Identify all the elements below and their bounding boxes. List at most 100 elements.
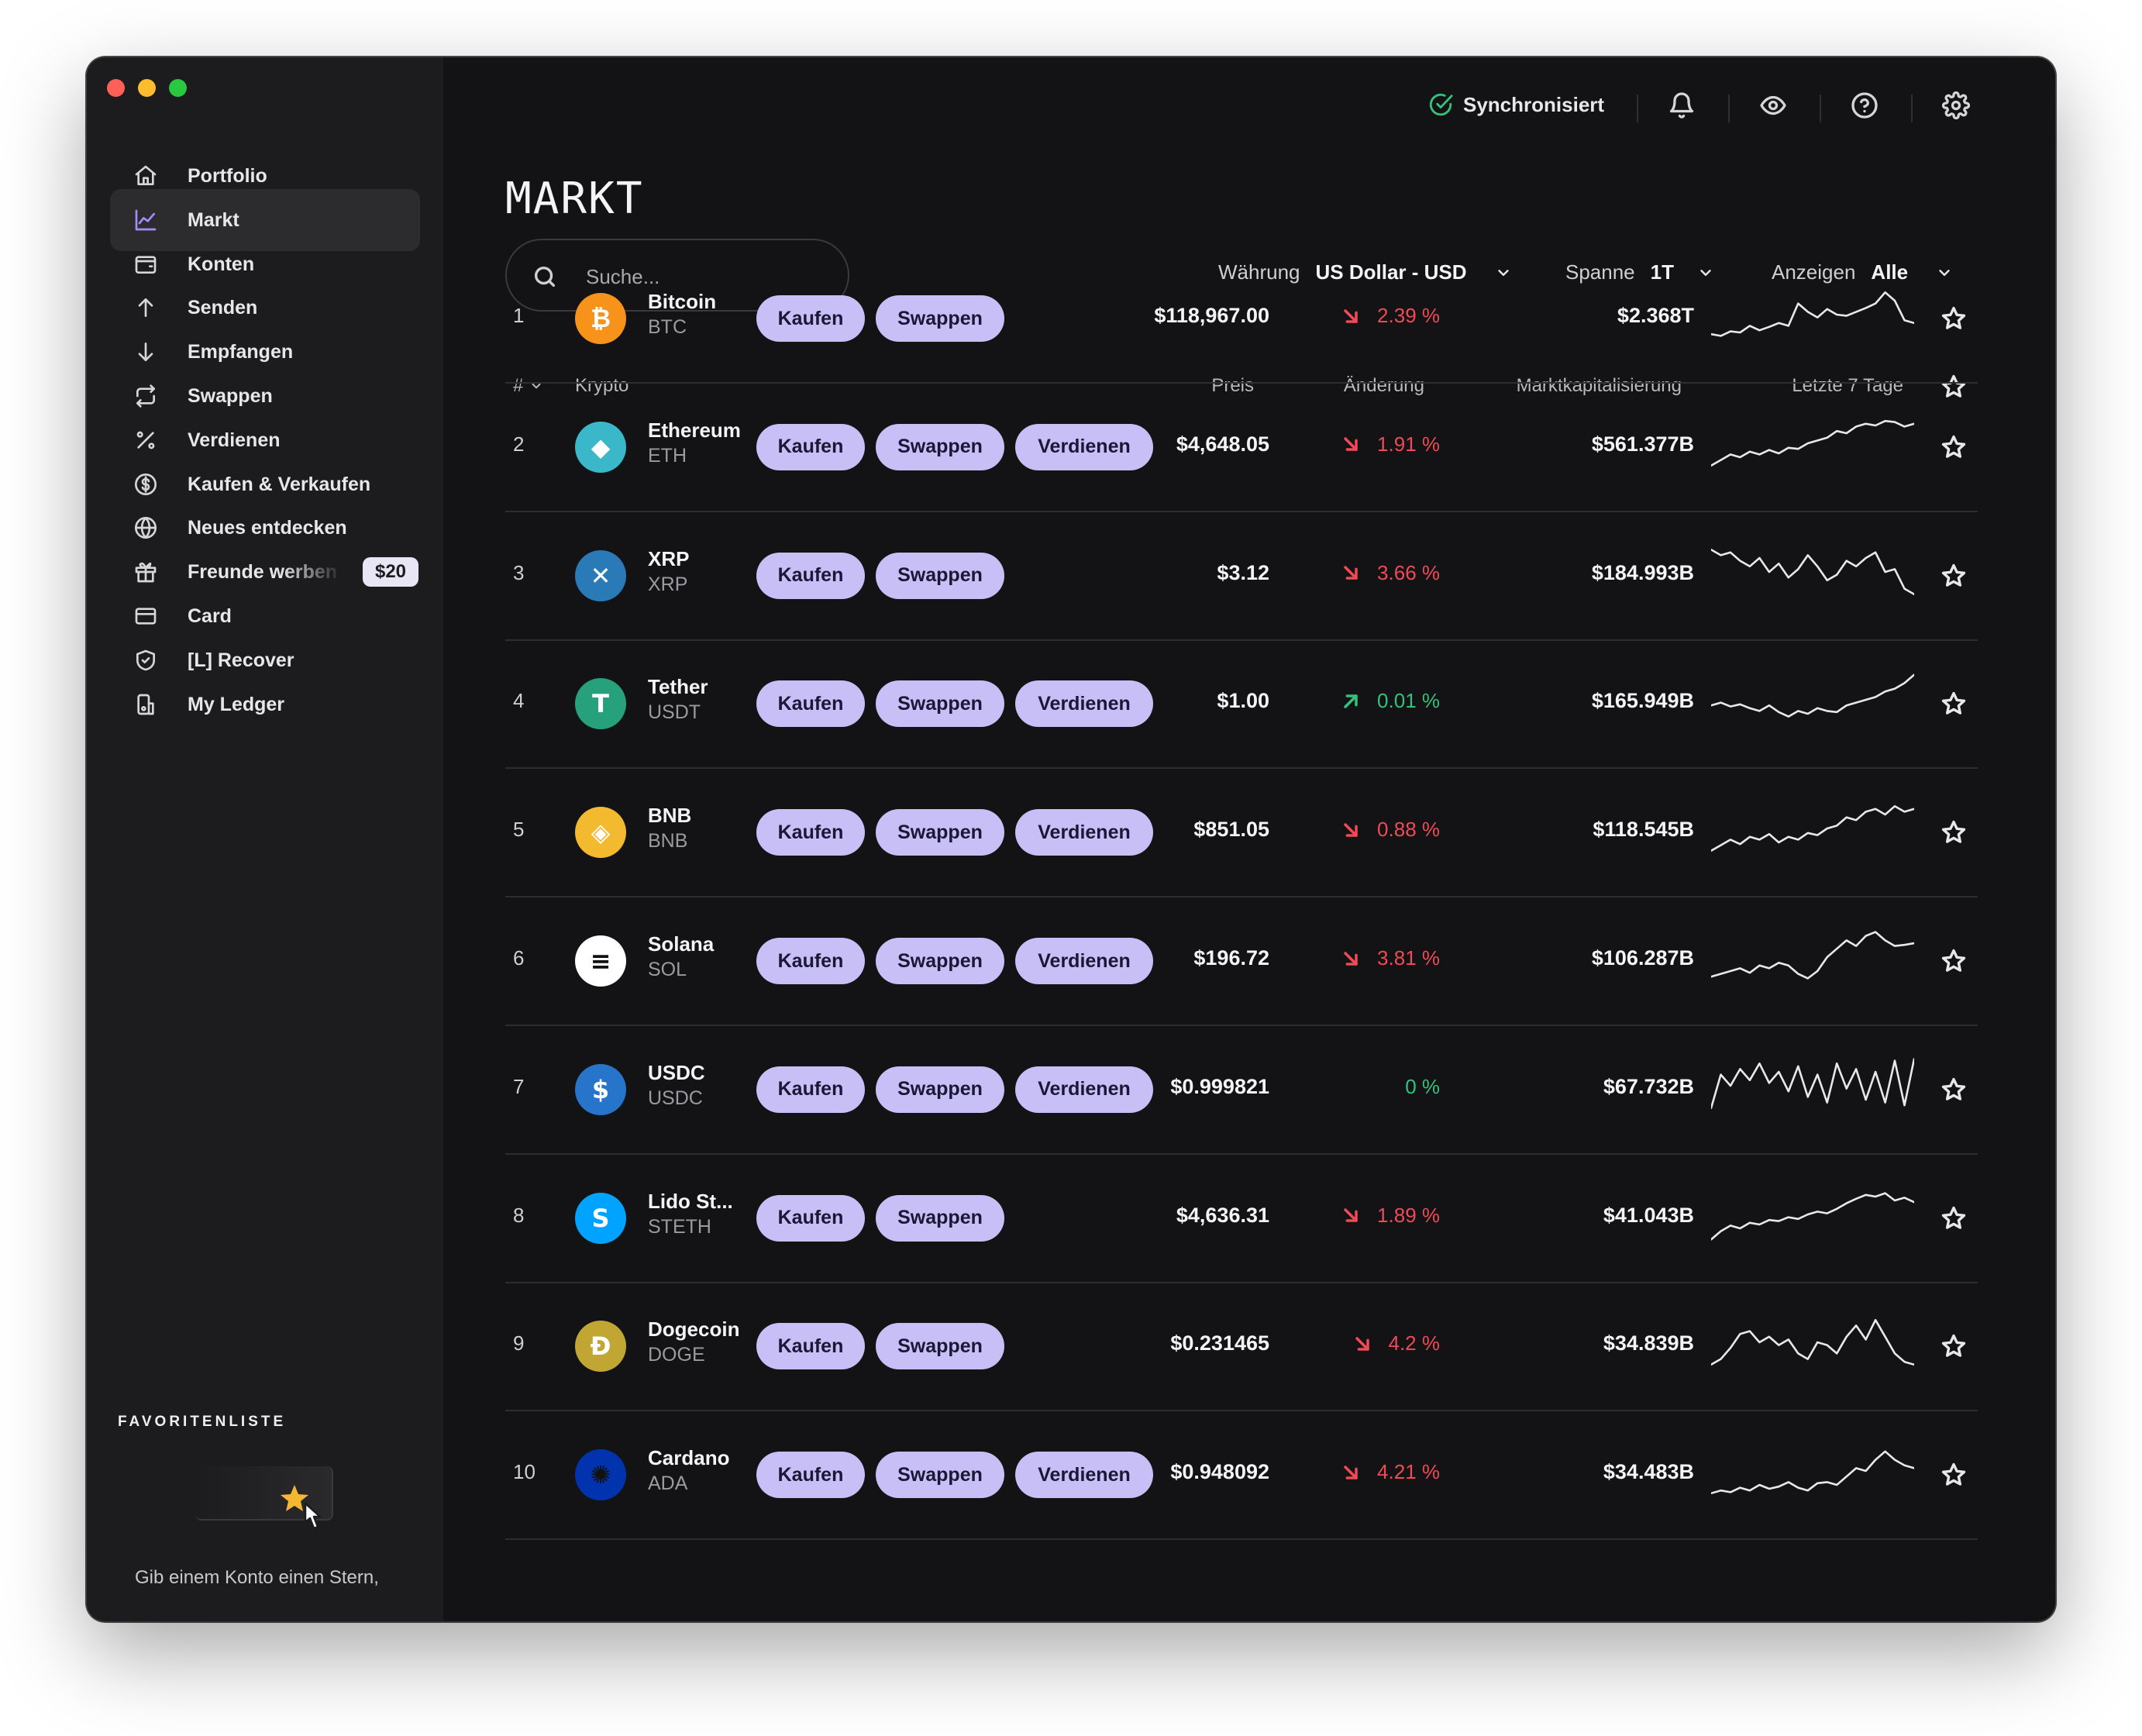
sidebar-item-konten[interactable]: Konten [110, 233, 420, 295]
sidebar-item-markt[interactable]: Markt [110, 188, 420, 251]
arrow-up-icon [133, 295, 158, 320]
coin-name[interactable]: Cardano [648, 1446, 730, 1470]
buy-button[interactable]: Kaufen [756, 680, 865, 728]
swap-button[interactable]: Swappen [876, 938, 1004, 984]
currency-filter-value: US Dollar - USD [1315, 260, 1467, 284]
help-icon[interactable] [1851, 91, 1879, 119]
buy-button[interactable]: Kaufen [756, 552, 865, 599]
coin-name[interactable]: Dogecoin [648, 1318, 740, 1342]
earn-button[interactable]: Verdienen [1015, 423, 1153, 470]
favorite-star-icon[interactable] [1941, 1462, 1967, 1488]
earn-button[interactable]: Verdienen [1015, 680, 1153, 728]
sidebar-item-kaufen-verkaufen[interactable]: Kaufen & Verkaufen [110, 453, 420, 515]
sidebar-item-card[interactable]: Card [110, 585, 420, 647]
swap-button[interactable]: Swappen [876, 1066, 1004, 1113]
sync-status[interactable]: Synchronisiert [1427, 91, 1604, 118]
sidebar-item-neues-entdecken[interactable]: Neues entdecken [110, 497, 420, 559]
change-header[interactable]: Änderung [1343, 375, 1424, 396]
sidebar-item-label: [L] Recover [188, 649, 294, 671]
currency-filter[interactable]: Währung US Dollar - USD [1218, 260, 1512, 284]
bell-icon[interactable] [1668, 91, 1696, 119]
sidebar-item-swappen[interactable]: Swappen [110, 365, 420, 427]
table-row[interactable]: 2 ◆ Ethereum ETH Kaufen Swappen Verdienen $4,64… [505, 383, 1978, 512]
table-row[interactable]: 5 ◈ BNB BNB Kaufen Swappen Verdienen $851.05 0.8… [505, 768, 1978, 898]
crypto-header[interactable]: Krypto [575, 375, 629, 396]
favorite-star-icon[interactable] [1941, 1333, 1967, 1359]
favorite-star-icon[interactable] [1941, 305, 1967, 332]
coin-name[interactable]: BNB [648, 804, 692, 828]
favorite-star-icon[interactable] [1941, 691, 1967, 717]
swap-button[interactable]: Swappen [876, 680, 1004, 728]
swap-button[interactable]: Swappen [876, 1194, 1004, 1242]
minimize-window-button[interactable] [138, 79, 156, 97]
swap-button[interactable]: Swappen [876, 423, 1004, 470]
buy-button[interactable]: Kaufen [756, 1194, 865, 1242]
search-box[interactable] [505, 239, 849, 312]
earn-button[interactable]: Verdienen [1015, 1066, 1153, 1113]
table-row[interactable]: 9 Ð Dogecoin DOGE Kaufen Swappen $0.231465 4.2 … [505, 1282, 1978, 1412]
last-7-days-header[interactable]: Letzte 7 Tage [1792, 375, 1903, 396]
table-row[interactable]: 8 S Lido St... STETH Kaufen Swappen $4,636.31 1… [505, 1154, 1978, 1283]
market-cap-header[interactable]: Marktkapitalisierung [1516, 375, 1682, 396]
arrow-down-right-icon [1344, 1208, 1358, 1222]
earn-button[interactable]: Verdienen [1015, 1452, 1153, 1499]
gear-icon[interactable] [1941, 91, 1971, 120]
swap-button[interactable]: Swappen [876, 1323, 1004, 1370]
swap-button[interactable]: Swappen [876, 552, 1004, 599]
coin-logo-icon: ◆ [575, 421, 626, 473]
sidebar-item-verdienen[interactable]: Verdienen [110, 409, 420, 471]
favorite-star-icon[interactable] [1941, 1076, 1967, 1103]
favorite-star-icon[interactable] [1941, 563, 1967, 589]
sidebar-item-freunde-werben[interactable]: Freunde werben $20 [110, 541, 420, 603]
change: 3.66 % [1340, 561, 1440, 585]
sidebar-item-my-ledger[interactable]: My Ledger [110, 673, 420, 735]
swap-button[interactable]: Swappen [876, 1452, 1004, 1499]
favorite-star-icon[interactable] [1941, 948, 1967, 974]
earn-button[interactable]: Verdienen [1015, 938, 1153, 984]
range-filter[interactable]: Spanne 1T [1565, 260, 1714, 284]
buy-button[interactable]: Kaufen [756, 295, 865, 342]
buy-button[interactable]: Kaufen [756, 1452, 865, 1499]
favorite-star-icon[interactable] [1941, 819, 1967, 846]
sidebar-item-empfangen[interactable]: Empfangen [110, 321, 420, 383]
buy-button[interactable]: Kaufen [756, 1066, 865, 1113]
coin-name[interactable]: Ethereum [648, 418, 741, 442]
coin-name[interactable]: Tether [648, 675, 708, 699]
table-row[interactable]: 3 ✕ XRP XRP Kaufen Swappen $3.12 3.66 % $184.993… [505, 512, 1978, 641]
coin-name[interactable]: Lido St... [648, 1189, 733, 1213]
table-row[interactable]: 7 $ USDC USDC Kaufen Swappen Verdienen $0.99982… [505, 1025, 1978, 1155]
rank: 5 [513, 818, 525, 842]
eye-icon[interactable] [1759, 91, 1787, 119]
sort-rank-header[interactable]: # [513, 375, 543, 397]
swap-button[interactable]: Swappen [876, 809, 1004, 856]
buy-button[interactable]: Kaufen [756, 1323, 865, 1370]
sidebar-item-portfolio[interactable]: Portfolio [110, 145, 420, 207]
table-row[interactable]: 1 ₿ Bitcoin BTC Kaufen Swappen $118,967.00 2.39… [505, 254, 1978, 384]
coin-name[interactable]: USDC [648, 1060, 705, 1084]
buy-button[interactable]: Kaufen [756, 423, 865, 470]
sidebar-item-l-recover[interactable]: [L] Recover [110, 629, 420, 691]
swap-button[interactable]: Swappen [876, 295, 1004, 342]
table-row[interactable]: 4 T Tether USDT Kaufen Swappen Verdienen $1.00 0… [505, 639, 1978, 770]
table-row[interactable]: 10 ✺ Cardano ADA Kaufen Swappen Verdienen $0.94… [505, 1410, 1978, 1541]
zoom-window-button[interactable] [169, 79, 187, 97]
close-window-button[interactable] [107, 79, 125, 97]
coin-name[interactable]: Solana [648, 932, 715, 956]
buy-button[interactable]: Kaufen [756, 809, 865, 856]
favorite-star-icon[interactable] [1941, 1205, 1967, 1231]
sidebar-item-senden[interactable]: Senden [110, 277, 420, 339]
search-input[interactable] [584, 259, 835, 294]
coin-name[interactable]: Bitcoin [648, 290, 717, 313]
coin-name[interactable]: XRP [648, 546, 690, 570]
rank: 6 [513, 946, 525, 970]
sidebar-item-label: Portfolio [188, 165, 267, 187]
table-row[interactable]: 6 ≡ Solana SOL Kaufen Swappen Verdienen $196.72… [505, 897, 1978, 1026]
earn-button[interactable]: Verdienen [1015, 809, 1153, 856]
buy-button[interactable]: Kaufen [756, 938, 865, 984]
price-header[interactable]: Preis [1211, 375, 1254, 396]
change-value: 0.88 % [1377, 818, 1440, 842]
favorite-star-icon[interactable] [1941, 434, 1967, 460]
show-filter[interactable]: Anzeigen Alle [1772, 260, 1953, 284]
market-cap: $34.483B [1603, 1460, 1694, 1484]
arrow-down-right-icon [1344, 822, 1358, 837]
